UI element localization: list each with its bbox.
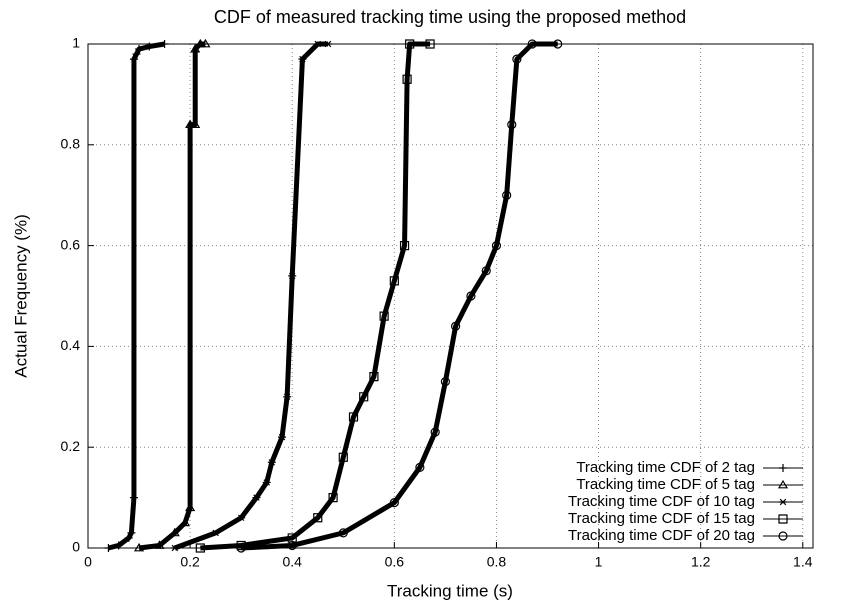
marker — [405, 39, 415, 49]
marker — [553, 39, 563, 49]
marker — [328, 493, 338, 503]
marker — [237, 514, 246, 521]
x-tick-label: 0 — [84, 554, 92, 570]
marker — [440, 377, 450, 387]
marker — [170, 544, 179, 552]
marker — [129, 493, 138, 502]
marker — [267, 459, 276, 466]
marker — [779, 464, 787, 472]
marker — [124, 533, 133, 542]
marker — [481, 266, 491, 276]
y-tick-label: 0.2 — [61, 438, 81, 454]
marker — [415, 462, 425, 472]
legend-label: Tracking time CDF of 10 tag — [568, 493, 755, 510]
marker — [211, 529, 220, 537]
marker — [399, 241, 410, 251]
marker — [402, 74, 412, 84]
marker — [288, 272, 297, 280]
marker — [114, 541, 123, 550]
marker — [134, 542, 145, 552]
marker — [527, 39, 537, 49]
marker — [779, 498, 787, 506]
marker — [369, 372, 379, 382]
marker — [127, 528, 136, 537]
marker — [190, 43, 201, 53]
marker — [507, 120, 517, 130]
legend-label: Tracking time CDF of 20 tag — [568, 527, 755, 544]
marker — [502, 190, 512, 200]
x-tick-label: 0.6 — [385, 554, 405, 570]
marker — [338, 452, 348, 462]
marker — [195, 38, 206, 48]
marker — [313, 513, 323, 523]
marker — [298, 55, 307, 63]
marker — [129, 55, 138, 64]
marker — [466, 291, 476, 301]
marker — [425, 39, 435, 49]
marker — [132, 50, 141, 59]
x-tick-label: 1.2 — [691, 554, 711, 570]
y-tick-label: 0 — [72, 539, 80, 555]
marker — [283, 393, 292, 401]
y-axis-label: Actual Frequency (%) — [11, 214, 30, 377]
marker — [278, 433, 287, 441]
marker — [777, 479, 789, 489]
marker — [491, 241, 502, 251]
series-line — [173, 41, 328, 551]
marker — [154, 540, 165, 549]
marker — [313, 40, 322, 48]
marker — [348, 412, 359, 422]
legend-label: Tracking time CDF of 15 tag — [568, 510, 755, 527]
marker — [512, 54, 522, 64]
marker — [430, 427, 440, 437]
series-line — [107, 41, 165, 551]
marker — [338, 528, 348, 538]
marker — [778, 514, 788, 524]
marker — [323, 40, 332, 48]
series-line — [200, 41, 431, 551]
marker — [200, 38, 211, 48]
marker — [190, 119, 201, 129]
marker — [135, 45, 144, 54]
x-tick-label: 1.4 — [793, 554, 813, 570]
y-tick-label: 0.6 — [61, 236, 81, 252]
y-tick-label: 1 — [72, 35, 80, 51]
x-tick-label: 0.8 — [487, 554, 507, 570]
marker — [359, 392, 369, 402]
x-axis-label: Tracking time (s) — [387, 581, 513, 600]
x-tick-label: 1 — [595, 554, 603, 570]
marker — [389, 498, 399, 508]
plot-frame — [87, 43, 814, 549]
marker — [236, 543, 246, 553]
y-tick-label: 0.4 — [61, 337, 81, 353]
marker — [389, 276, 399, 286]
marker — [104, 544, 113, 552]
marker — [778, 531, 788, 541]
chart-title: CDF of measured tracking time using the … — [214, 7, 686, 27]
y-tick-label: 0.8 — [61, 136, 81, 152]
marker — [169, 527, 180, 537]
marker — [185, 119, 196, 129]
marker — [379, 311, 389, 321]
series-line — [138, 41, 206, 551]
legend-label: Tracking time CDF of 5 tag — [576, 476, 755, 493]
marker — [252, 494, 261, 501]
marker — [185, 502, 196, 512]
x-tick-label: 0.2 — [180, 554, 200, 570]
marker — [451, 321, 461, 331]
series-line — [241, 41, 558, 551]
marker — [262, 479, 271, 486]
legend-label: Tracking time CDF of 2 tag — [576, 459, 755, 476]
marker — [287, 540, 297, 551]
marker — [195, 543, 205, 553]
marker — [145, 42, 154, 51]
x-tick-label: 0.4 — [282, 554, 302, 570]
marker — [160, 40, 169, 48]
marker — [179, 517, 191, 527]
